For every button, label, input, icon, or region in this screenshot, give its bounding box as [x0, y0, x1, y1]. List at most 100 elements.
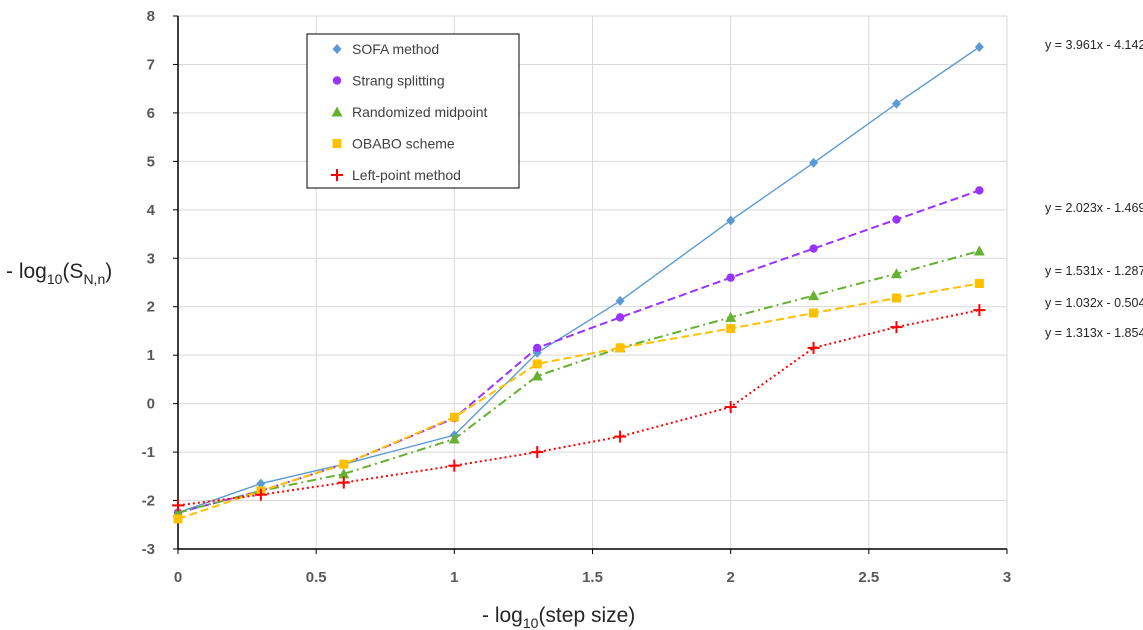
- series-line: [177, 46, 980, 514]
- y-tick-label: 0: [147, 396, 155, 413]
- data-point: [974, 278, 984, 288]
- y-tick-label: -3: [142, 541, 155, 558]
- series-group: [172, 42, 986, 524]
- data-point: [809, 244, 818, 253]
- trendline-equation: y = 3.961x - 4.142: [1045, 38, 1143, 52]
- legend-label: Left-point method: [352, 167, 461, 183]
- y-tick-label: 7: [147, 56, 155, 73]
- legend-marker: [331, 106, 343, 117]
- data-point: [892, 215, 901, 224]
- data-point: [726, 273, 735, 282]
- trendline-equation: y = 1.531x - 1.287: [1045, 264, 1143, 278]
- legend-item: Left-point method: [331, 167, 461, 183]
- y-axis-label-sub: 10: [47, 271, 63, 287]
- data-point: [339, 459, 349, 469]
- data-point: [254, 488, 267, 501]
- legend-label: Randomized midpoint: [352, 104, 488, 120]
- legend-box: [306, 33, 520, 189]
- data-point: [890, 268, 902, 279]
- x-axis-label-rest: (step size): [538, 604, 635, 627]
- x-tick-label: 0: [174, 569, 182, 586]
- data-point: [973, 245, 985, 256]
- series-line: [177, 189, 980, 514]
- trendline-equation: y = 1.032x - 0.504: [1045, 296, 1143, 310]
- tick-labels: -3 -2 -1 0 1 2 3 4 5 6 7 8 0 0.5 1 1.5 2 2.5 3: [142, 8, 1012, 586]
- trendline-equation: y = 1.313x - 1.854: [1045, 326, 1143, 340]
- y-tick-label: 4: [147, 202, 156, 219]
- legend-marker: [332, 44, 342, 54]
- y-tick-label: -1: [142, 444, 155, 461]
- y-axis-label: - log10(SN,n): [6, 260, 112, 287]
- y-axis-label-sub2: N,n: [83, 271, 105, 287]
- legend-label: SOFA method: [352, 41, 439, 57]
- y-tick-label: 6: [147, 105, 155, 122]
- x-tick-label: 1.5: [582, 569, 603, 586]
- data-point: [809, 157, 819, 168]
- y-tick-label: 3: [147, 250, 155, 267]
- axes: [173, 15, 1008, 554]
- data-point: [975, 186, 984, 195]
- y-tick-label: -2: [142, 493, 155, 510]
- data-point: [726, 215, 736, 226]
- data-point: [337, 476, 350, 489]
- series-strang-splitting: [173, 186, 984, 517]
- data-point: [448, 459, 461, 472]
- data-point: [448, 433, 460, 444]
- legend-marker: [332, 76, 342, 85]
- y-tick-label: 8: [147, 8, 155, 25]
- series-left-point-method: [172, 304, 986, 512]
- data-point: [615, 343, 625, 353]
- data-point: [891, 98, 901, 109]
- data-point: [890, 321, 903, 334]
- data-point: [973, 304, 986, 317]
- x-tick-label: 0.5: [306, 569, 327, 586]
- y-axis-label-paren-close: ): [105, 260, 112, 283]
- x-axis-label-sub: 10: [523, 615, 539, 630]
- legend-item: Randomized midpoint: [331, 104, 488, 120]
- data-point: [891, 293, 901, 303]
- data-point: [531, 370, 543, 381]
- data-point: [614, 430, 627, 443]
- data-point: [807, 341, 820, 354]
- data-point: [974, 42, 984, 53]
- data-point: [724, 401, 737, 414]
- legend-label: Strang splitting: [352, 73, 445, 89]
- data-point: [531, 446, 544, 459]
- legend: SOFA method Strang splitting Randomized mi…: [306, 33, 520, 189]
- legend-item: OBABO scheme: [332, 136, 455, 152]
- y-tick-label: 2: [147, 299, 155, 316]
- legend-marker: [331, 169, 343, 181]
- data-point: [172, 499, 184, 512]
- data-point: [338, 468, 350, 479]
- y-tick-label: 1: [147, 347, 155, 364]
- data-point: [532, 359, 542, 369]
- x-axis-label: - log10(step size): [482, 604, 635, 630]
- legend-item: Strang splitting: [332, 73, 445, 89]
- data-point: [726, 324, 736, 334]
- series-obabo-scheme: [173, 278, 984, 524]
- data-point: [615, 313, 625, 322]
- y-axis-label-prefix: - log: [6, 260, 47, 283]
- data-point: [256, 478, 266, 489]
- x-tick-label: 1: [450, 569, 458, 586]
- legend-marker: [332, 139, 342, 148]
- x-tick-label: 2.5: [858, 569, 879, 586]
- gridlines: [178, 15, 1008, 549]
- data-point: [809, 308, 819, 318]
- data-point: [725, 311, 737, 322]
- trendline-equation: y = 2.023x - 1.469: [1045, 201, 1143, 215]
- data-point: [808, 290, 820, 301]
- legend-item: SOFA method: [332, 41, 439, 57]
- data-point: [449, 412, 459, 422]
- y-tick-label: 5: [147, 153, 155, 170]
- x-tick-label: 2: [726, 569, 734, 586]
- x-axis-label-prefix: - log: [482, 604, 523, 627]
- data-point: [533, 343, 542, 353]
- series-line: [177, 282, 980, 520]
- series-line: [177, 309, 980, 507]
- y-axis-label-paren-open: (S: [62, 260, 83, 283]
- legend-label: OBABO scheme: [352, 136, 455, 152]
- data-point: [173, 514, 183, 524]
- trendline-equations: y = 3.961x - 4.142 y = 2.023x - 1.469 y = …: [1045, 38, 1143, 340]
